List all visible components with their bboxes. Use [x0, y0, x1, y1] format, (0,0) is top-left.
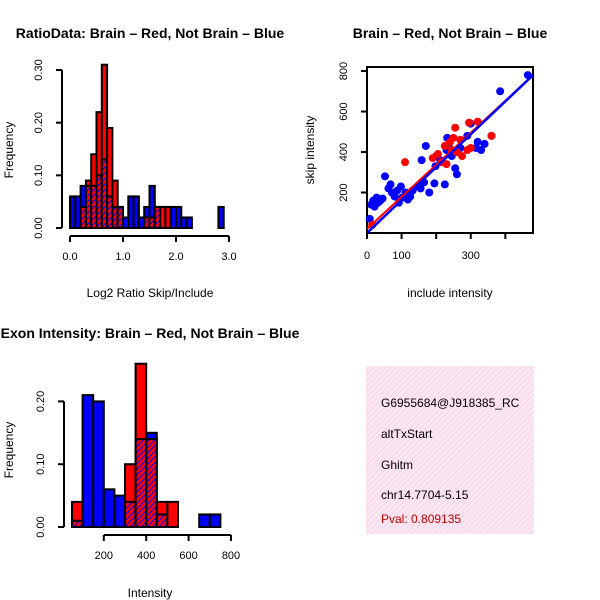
exon-hist-bar — [81, 394, 95, 528]
scatter-fit-line — [367, 74, 533, 233]
exon-hist-bar — [166, 500, 179, 529]
scatter-point-not-brain — [386, 180, 395, 189]
info-id: G6955684@J918385_RC — [381, 396, 520, 410]
exon-histogram-bars — [71, 362, 222, 529]
intensity-scatter: Brain – Red, Not Brain – Blue 0 100 300 200… — [303, 25, 547, 300]
info-panel-background — [366, 366, 534, 534]
scatter-point-not-brain — [430, 179, 439, 188]
exon-hist-bar — [102, 488, 116, 529]
ratio-hist-bar — [185, 216, 193, 229]
scatter-y-tick-label: 200 — [338, 183, 350, 201]
scatter-point-brain — [458, 152, 467, 161]
exon-hist-overlap-bar — [145, 438, 158, 528]
scatter-point-brain — [401, 158, 410, 167]
exon-hist-x-tick-label: 600 — [179, 550, 197, 562]
exon-hist-overlap-bar — [71, 519, 84, 528]
scatter-point-brain — [442, 160, 451, 169]
exon-hist-overlap-bar — [155, 513, 169, 529]
exon-hist-y-tick-label: 0.20 — [35, 391, 47, 412]
ratio-hist-y-tick-label: 0.10 — [33, 165, 45, 186]
exon-hist-x-tick-label: 800 — [222, 550, 240, 562]
exon-hist-bar — [198, 513, 211, 529]
exon-hist-x-tick-label: 400 — [137, 550, 155, 562]
exon-histogram-xlabel: Intensity — [128, 586, 173, 600]
info-panel: G6955684@J918385_RC altTxStart Ghitm chr… — [366, 366, 534, 534]
info-location: chr14.7704-5.15 — [381, 488, 469, 502]
scatter-point-not-brain — [378, 194, 387, 203]
ratio-histogram-bars — [69, 63, 225, 230]
scatter-x-tick-label: 100 — [392, 250, 410, 262]
scatter-point-not-brain — [440, 180, 449, 189]
info-gene: Ghitm — [381, 458, 413, 472]
scatter-point-not-brain — [473, 137, 482, 146]
scatter-point-brain — [487, 131, 496, 140]
scatter-point-not-brain — [452, 170, 461, 179]
scatter-point-not-brain — [496, 87, 505, 96]
ratio-hist-x-tick-label: 0.0 — [62, 251, 77, 263]
scatter-ylabel: skip intensity — [303, 116, 317, 185]
ratio-hist-y-tick-label: 0.00 — [33, 217, 45, 238]
scatter-point-brain — [449, 133, 458, 142]
scatter-point-not-brain — [365, 214, 374, 223]
scatter-point-not-brain — [480, 139, 489, 148]
scatter-title: Brain – Red, Not Brain – Blue — [353, 25, 548, 41]
scatter-point-not-brain — [380, 172, 389, 181]
exon-hist-y-tick-label: 0.10 — [35, 453, 47, 474]
ratio-hist-bar — [217, 205, 225, 229]
scatter-point-brain — [433, 150, 442, 159]
ratio-hist-y-tick-label: 0.20 — [33, 112, 45, 133]
scatter-xlabel: include intensity — [407, 286, 492, 300]
scatter-y-tick-label: 400 — [338, 143, 350, 161]
scatter-point-not-brain — [390, 192, 399, 201]
scatter-point-not-brain — [425, 188, 434, 197]
exon-histogram-ylabel: Frequency — [2, 422, 16, 479]
ratio-histogram-axes: 0.0 1.0 2.0 3.0 0.00 0.10 0.20 0.30 — [33, 59, 237, 263]
ratio-histogram-ylabel: Frequency — [2, 122, 16, 179]
exon-hist-overlap-bar — [124, 500, 137, 529]
scatter-y-tick-label: 600 — [338, 102, 350, 120]
scatter-point-not-brain — [421, 141, 430, 150]
exon-hist-bar — [208, 513, 222, 529]
ratio-hist-x-tick-label: 1.0 — [115, 251, 130, 263]
scatter-y-tick-label: 800 — [338, 62, 350, 80]
scatter-point-not-brain — [396, 182, 405, 191]
info-pval: Pval: 0.809135 — [381, 512, 461, 526]
ratio-hist-x-tick-label: 3.0 — [221, 251, 236, 263]
scatter-point-not-brain — [416, 184, 425, 193]
info-event: altTxStart — [381, 427, 433, 441]
ratio-hist-y-tick-label: 0.30 — [33, 59, 45, 80]
ratio-histogram-xlabel: Log2 Ratio Skip/Include — [87, 286, 214, 300]
exon-hist-y-tick-label: 0.00 — [35, 516, 47, 537]
scatter-point-not-brain — [451, 164, 460, 173]
scatter-x-tick-label: 300 — [462, 250, 480, 262]
exon-hist-bar — [92, 400, 105, 528]
ratio-hist-bar — [132, 195, 140, 229]
scatter-plot-box — [366, 66, 534, 234]
scatter-point-brain — [466, 143, 475, 152]
ratio-histogram-title: RatioData: Brain – Red, Not Brain – Blue — [16, 25, 285, 41]
ratio-histogram: RatioData: Brain – Red, Not Brain – Blue… — [2, 25, 284, 300]
scatter-points — [365, 71, 533, 233]
scatter-frame: 0 100 300 200 400 600 800 — [338, 62, 534, 262]
scatter-point-brain — [451, 123, 460, 132]
exon-hist-x-tick-label: 200 — [95, 550, 113, 562]
exon-histogram-axes: 200 400 600 800 0.00 0.10 0.20 — [35, 391, 240, 562]
scatter-point-brain — [465, 118, 474, 127]
exon-histogram-title: Exon Intensity: Brain – Red, Not Brain –… — [1, 325, 300, 341]
scatter-x-tick-label: 0 — [364, 250, 370, 262]
ratio-hist-x-tick-label: 2.0 — [168, 251, 183, 263]
scatter-point-not-brain — [477, 146, 486, 154]
exon-hist-overlap-bar — [134, 438, 148, 528]
exon-hist-bar — [113, 494, 127, 529]
scatter-point-not-brain — [417, 156, 426, 165]
exon-histogram: Exon Intensity: Brain – Red, Not Brain –… — [1, 325, 300, 600]
